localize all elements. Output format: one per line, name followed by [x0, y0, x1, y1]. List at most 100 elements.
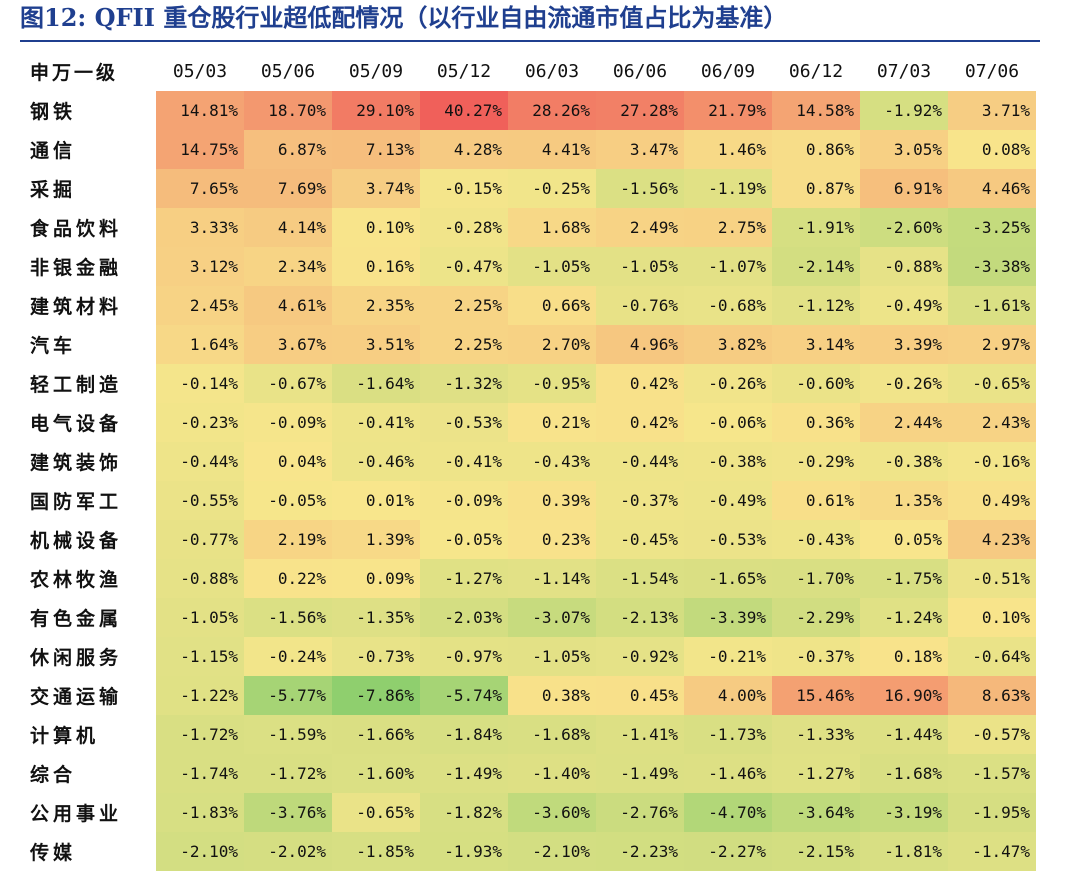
heatmap-cell: -0.09% — [244, 403, 332, 442]
heatmap-cell: 27.28% — [596, 91, 684, 130]
page-title: 图12: QFII 重仓股行业超低配情况（以行业自由流通市值占比为基准） — [20, 0, 1060, 36]
heatmap-cell: 1.64% — [156, 325, 244, 364]
heatmap-cell: 0.01% — [332, 481, 420, 520]
heatmap-cell: 3.12% — [156, 247, 244, 286]
heatmap-cell: -0.73% — [332, 637, 420, 676]
heatmap-cell: 2.44% — [860, 403, 948, 442]
heatmap-cell: -0.49% — [684, 481, 772, 520]
heatmap-cell: 2.75% — [684, 208, 772, 247]
heatmap-cell: -0.38% — [860, 442, 948, 481]
heatmap-cell: -0.26% — [860, 364, 948, 403]
table-row: 汽车 1.64% 3.67% 3.51% 2.25% 2.70% 4.96% 3.82% 3.1… — [20, 325, 1036, 364]
heatmap-cell: 2.45% — [156, 286, 244, 325]
heatmap-cell: -1.91% — [772, 208, 860, 247]
table-row: 有色金属 -1.05% -1.56% -1.35% -2.03% -3.07% -2.13%… — [20, 598, 1036, 637]
heatmap-cell: -0.46% — [332, 442, 420, 481]
heatmap-cell: 0.49% — [948, 481, 1036, 520]
table-row: 建筑材料 2.45% 4.61% 2.35% 2.25% 0.66% -0.76% -0.68… — [20, 286, 1036, 325]
heatmap-cell: 7.13% — [332, 130, 420, 169]
heatmap-cell: -0.53% — [684, 520, 772, 559]
heatmap-cell: 6.87% — [244, 130, 332, 169]
heatmap-cell: -1.49% — [596, 754, 684, 793]
heatmap-cell: -1.66% — [332, 715, 420, 754]
heatmap-cell: -0.60% — [772, 364, 860, 403]
table-row: 公用事业 -1.83% -3.76% -0.65% -1.82% -3.60% -2.76%… — [20, 793, 1036, 832]
heatmap-cell: -2.10% — [156, 832, 244, 871]
heatmap-cell: -2.29% — [772, 598, 860, 637]
heatmap-cell: 4.46% — [948, 169, 1036, 208]
row-label: 建筑装饰 — [20, 442, 156, 481]
heatmap-cell: -0.29% — [772, 442, 860, 481]
heatmap-cell: -1.95% — [948, 793, 1036, 832]
heatmap-cell: -3.39% — [684, 598, 772, 637]
heatmap-cell: -2.02% — [244, 832, 332, 871]
heatmap-cell: 15.46% — [772, 676, 860, 715]
row-label: 交通运输 — [20, 676, 156, 715]
heatmap-cell: -1.85% — [332, 832, 420, 871]
heatmap-cell: -1.22% — [156, 676, 244, 715]
heatmap-cell: -0.05% — [244, 481, 332, 520]
heatmap-cell: -2.15% — [772, 832, 860, 871]
heatmap-cell: -1.73% — [684, 715, 772, 754]
heatmap-cell: 3.51% — [332, 325, 420, 364]
heatmap-cell: -0.41% — [332, 403, 420, 442]
heatmap-cell: -3.60% — [508, 793, 596, 832]
heatmap-cell: 0.08% — [948, 130, 1036, 169]
heatmap-cell: 40.27% — [420, 91, 508, 130]
table-row: 轻工制造 -0.14% -0.67% -1.64% -1.32% -0.95% 0.42% -… — [20, 364, 1036, 403]
row-header-label: 申万一级 — [20, 52, 156, 91]
heatmap-cell: -1.40% — [508, 754, 596, 793]
heatmap-cell: 14.81% — [156, 91, 244, 130]
heatmap-cell: -3.19% — [860, 793, 948, 832]
heatmap-cell: -0.55% — [156, 481, 244, 520]
heatmap-cell: -1.75% — [860, 559, 948, 598]
heatmap-cell: 0.05% — [860, 520, 948, 559]
heatmap-cell: -1.57% — [948, 754, 1036, 793]
heatmap-cell: -1.74% — [156, 754, 244, 793]
row-label: 食品饮料 — [20, 208, 156, 247]
heatmap-cell: -0.38% — [684, 442, 772, 481]
heatmap-cell: 4.23% — [948, 520, 1036, 559]
heatmap-cell: -3.25% — [948, 208, 1036, 247]
heatmap-cell: 0.39% — [508, 481, 596, 520]
heatmap-cell: 4.96% — [596, 325, 684, 364]
heatmap-cell: 1.39% — [332, 520, 420, 559]
heatmap-cell: -1.54% — [596, 559, 684, 598]
heatmap-cell: 0.61% — [772, 481, 860, 520]
heatmap-cell: 1.35% — [860, 481, 948, 520]
row-label: 综合 — [20, 754, 156, 793]
heatmap-cell: -1.07% — [684, 247, 772, 286]
heatmap-cell: -5.74% — [420, 676, 508, 715]
heatmap-cell: -0.41% — [420, 442, 508, 481]
heatmap-cell: 6.91% — [860, 169, 948, 208]
heatmap-cell: -1.05% — [508, 637, 596, 676]
heatmap-cell: -0.24% — [244, 637, 332, 676]
heatmap-cell: 3.67% — [244, 325, 332, 364]
table-row: 钢铁 14.81% 18.70% 29.10% 40.27% 28.26% 27.28% 21… — [20, 91, 1036, 130]
heatmap-cell: 2.70% — [508, 325, 596, 364]
heatmap-cell: -1.19% — [684, 169, 772, 208]
heatmap-cell: -1.59% — [244, 715, 332, 754]
heatmap-cell: -1.56% — [244, 598, 332, 637]
heatmap-cell: -0.51% — [948, 559, 1036, 598]
table-row: 建筑装饰 -0.44% 0.04% -0.46% -0.41% -0.43% -0.44% -… — [20, 442, 1036, 481]
heatmap-cell: 3.39% — [860, 325, 948, 364]
row-label: 有色金属 — [20, 598, 156, 637]
heatmap-cell: -1.12% — [772, 286, 860, 325]
heatmap-cell: -0.65% — [948, 364, 1036, 403]
row-label: 休闲服务 — [20, 637, 156, 676]
heatmap-cell: 7.69% — [244, 169, 332, 208]
heatmap-cell: -1.14% — [508, 559, 596, 598]
heatmap-cell: -0.53% — [420, 403, 508, 442]
heatmap-cell: 8.63% — [948, 676, 1036, 715]
heatmap-cell: -0.25% — [508, 169, 596, 208]
heatmap-cell: -3.38% — [948, 247, 1036, 286]
heatmap-cell: -0.28% — [420, 208, 508, 247]
heatmap-cell: -0.77% — [156, 520, 244, 559]
table-row: 非银金融 3.12% 2.34% 0.16% -0.47% -1.05% -1.05% -1.… — [20, 247, 1036, 286]
heatmap-cell: 2.25% — [420, 325, 508, 364]
heatmap-cell: 3.47% — [596, 130, 684, 169]
heatmap-cell: 2.49% — [596, 208, 684, 247]
heatmap-cell: 0.21% — [508, 403, 596, 442]
row-label: 钢铁 — [20, 91, 156, 130]
